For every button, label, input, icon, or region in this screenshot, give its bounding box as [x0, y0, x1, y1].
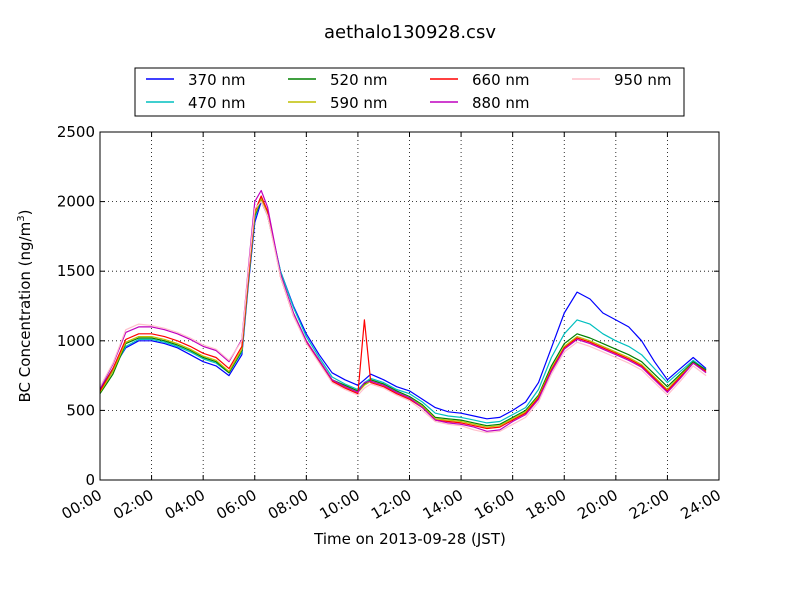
series-line-660-nm: [99, 195, 707, 430]
legend-label: 590 nm: [330, 94, 388, 112]
legend-label: 950 nm: [614, 71, 672, 89]
y-tick-label: 2000: [57, 193, 95, 211]
y-tick-label: 0: [85, 471, 95, 489]
series-lines: [99, 189, 707, 434]
y-tick-label: 1000: [57, 332, 95, 350]
y-tick-label: 1500: [57, 262, 95, 280]
y-tick-label: 500: [66, 401, 95, 419]
y-axis-label-superscript: 3: [16, 215, 27, 221]
series-line-520-nm: [99, 199, 707, 427]
series-line-880-nm: [99, 189, 707, 432]
y-axis-label-main: BC Concentration (ng/m: [16, 222, 34, 403]
series-line-470-nm: [99, 196, 707, 424]
legend: 370 nm 470 nm 520 nm 590 nm 660 nm 880 nm 950 …: [134, 67, 685, 117]
legend-label: 520 nm: [330, 71, 388, 89]
y-axis-label-end: ): [16, 210, 34, 216]
series-line-370-nm: [99, 201, 707, 420]
legend-label: 470 nm: [188, 94, 246, 112]
legend-label: 370 nm: [188, 71, 246, 89]
legend-box: [134, 67, 685, 117]
legend-label: 660 nm: [472, 71, 530, 89]
x-axis-label: Time on 2013-09-28 (JST): [313, 530, 506, 548]
y-tick-label: 2500: [57, 123, 95, 141]
legend-label: 880 nm: [472, 94, 530, 112]
y-axis-label: BC Concentration (ng/m3): [16, 210, 34, 403]
chart-title: aethalo130928.csv: [324, 22, 496, 43]
series-line-950-nm: [99, 201, 707, 434]
